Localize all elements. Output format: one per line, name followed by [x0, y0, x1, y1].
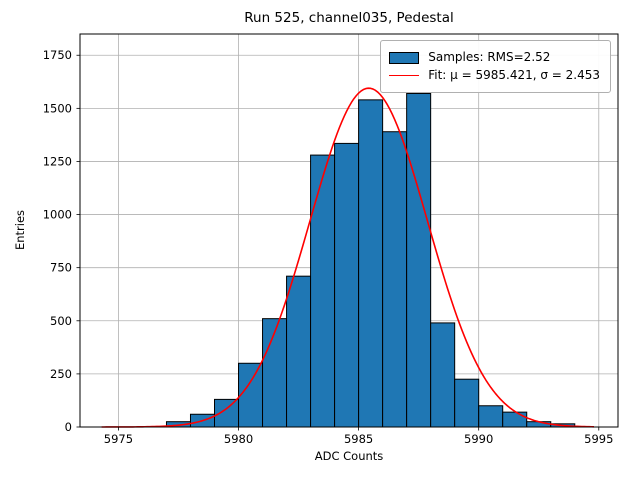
y-tick-label: 250: [50, 367, 72, 381]
histogram-bar: [382, 131, 408, 428]
histogram-bar: [502, 411, 528, 428]
y-tick-label: 1000: [43, 208, 72, 222]
histogram-bar: [358, 99, 384, 428]
y-tick-label: 0: [65, 420, 72, 434]
histogram-bar: [238, 362, 264, 428]
histogram-bar: [430, 322, 456, 428]
y-tick-label: 1250: [43, 154, 72, 168]
y-axis-label: Entries: [13, 209, 27, 251]
x-axis-label: ADC Counts: [314, 449, 384, 463]
legend-label: Fit: μ = 5985.421, σ = 2.453: [428, 68, 600, 82]
fit-curve: [101, 87, 594, 428]
histogram-bar: [454, 378, 480, 428]
x-tick-label: 5995: [584, 432, 613, 446]
y-tick-label: 1500: [43, 101, 72, 115]
legend: Samples: RMS=2.52 Fit: μ = 5985.421, σ = …: [380, 40, 611, 93]
x-tick-label: 5975: [104, 432, 133, 446]
x-tick-label: 5985: [344, 432, 373, 446]
legend-item: Fit: μ = 5985.421, σ = 2.453: [389, 68, 600, 83]
legend-label: Samples: RMS=2.52: [428, 50, 551, 64]
histogram-bar: [286, 275, 312, 428]
y-tick-label: 750: [50, 261, 72, 275]
legend-patch-swatch: [389, 51, 420, 64]
x-tick-label: 5990: [464, 432, 493, 446]
chart-title: Run 525, channel035, Pedestal: [244, 10, 454, 26]
legend-line-swatch: [389, 74, 420, 77]
histogram-bar: [262, 318, 288, 428]
histogram-bar: [478, 405, 504, 428]
histogram-bar: [310, 154, 336, 428]
axes-spines: [79, 33, 619, 428]
x-tick-label: 5980: [224, 432, 253, 446]
histogram-bar: [406, 92, 432, 428]
y-tick-label: 1750: [43, 48, 72, 62]
y-tick-label: 500: [50, 314, 72, 328]
legend-item: Samples: RMS=2.52: [389, 50, 600, 65]
histogram-bar: [334, 142, 360, 428]
